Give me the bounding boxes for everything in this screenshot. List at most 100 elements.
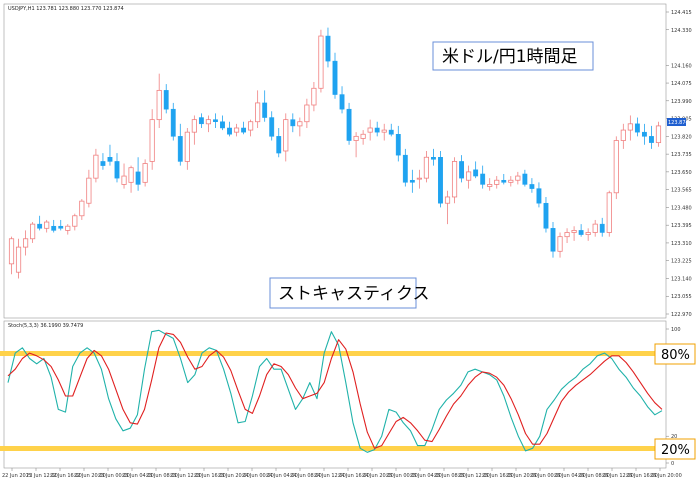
candle: [283, 113, 289, 162]
candle: [269, 111, 275, 141]
price-y-tick-label: 124.415: [671, 10, 692, 16]
candle: [262, 90, 268, 122]
candle-body-up: [508, 179, 514, 183]
candle: [135, 157, 141, 191]
candle: [318, 29, 324, 93]
candle-body-up: [311, 87, 317, 106]
candle: [37, 215, 43, 231]
stoch-y-tick-label: 20: [671, 434, 677, 440]
candle: [451, 157, 458, 204]
candle: [163, 84, 169, 114]
candle-body-down: [170, 108, 176, 137]
candle: [529, 178, 535, 193]
x-tick-label: 26 Jun 00:00: [530, 473, 562, 479]
x-tick-label: 26 Jun 20:00: [650, 473, 682, 479]
candle: [515, 171, 521, 185]
candle: [374, 121, 380, 137]
candle-body-up: [205, 119, 211, 125]
price-y-tick-label: 123.650: [671, 170, 692, 176]
candle: [444, 190, 451, 225]
candle: [248, 119, 254, 137]
level-20-band: [0, 446, 666, 451]
candle: [107, 144, 113, 166]
x-tick-label: 23 Jun 00:00: [98, 473, 130, 479]
candle-body-up: [15, 246, 22, 273]
candle-body-down: [262, 102, 268, 118]
stoch-annotation-box: [269, 277, 417, 309]
candle-body-down: [332, 60, 338, 95]
candle: [93, 148, 99, 183]
candle: [198, 113, 204, 128]
candle: [655, 121, 662, 147]
x-tick-label: 24 Jun 00:00: [242, 473, 274, 479]
candle: [353, 132, 359, 158]
candle-body-down: [220, 121, 225, 129]
x-tick-label: 23 Jun 20:00: [218, 473, 250, 479]
candle-body-down: [227, 127, 232, 135]
candle-body-up: [44, 221, 50, 229]
x-tick-label: 22 Jun 20:00: [74, 473, 106, 479]
level-20-label-box: [654, 438, 696, 460]
x-tick-label: 24 Jun 16:00: [338, 473, 370, 479]
candle: [79, 199, 85, 220]
candle: [571, 226, 577, 241]
stoch-y-tick-label: 100: [671, 327, 681, 333]
candle-body-down: [536, 188, 542, 204]
candle: [213, 113, 218, 128]
candle-body-up: [142, 163, 148, 183]
x-tick-label: 26 Jun 04:00: [554, 473, 586, 479]
candle-body-up: [360, 133, 366, 139]
candle-body-up: [416, 177, 422, 180]
candle: [402, 148, 408, 187]
candle-body-up: [23, 238, 29, 248]
candle-body-up: [255, 102, 261, 123]
candle: [395, 125, 401, 162]
x-tick-label: 25 Jun 04:00: [410, 473, 442, 479]
candle-body-up: [613, 140, 619, 194]
x-tick-label: 23 Jun 04:00: [122, 473, 154, 479]
candle-body-up: [466, 171, 472, 181]
candle-body-down: [100, 161, 106, 166]
candle: [325, 27, 331, 68]
candle-body-up: [86, 177, 92, 204]
candle: [276, 127, 282, 158]
candle-body-down: [473, 169, 479, 177]
candle: [241, 121, 247, 135]
stoch-y-tick-label: 0: [671, 461, 674, 467]
candle-body-up: [487, 184, 493, 187]
candle-body-down: [107, 157, 113, 162]
level-80-label: 80%: [661, 348, 690, 363]
candle-body-up: [304, 104, 310, 123]
candle: [606, 190, 612, 237]
candle-body-up: [297, 121, 303, 127]
candle-body-down: [241, 127, 247, 133]
candle-body-up: [318, 35, 324, 89]
candle-body-up: [353, 135, 359, 141]
candle-body-down: [269, 117, 275, 137]
candle-body-up: [149, 119, 155, 162]
level-80-label-box: [654, 343, 696, 365]
candle: [536, 182, 542, 208]
candle: [114, 153, 120, 183]
candle-body-up: [128, 167, 134, 183]
candle-body-down: [634, 123, 640, 133]
candle: [332, 52, 338, 99]
candle-body-up: [381, 129, 387, 133]
x-tick-label: 24 Jun 20:00: [362, 473, 394, 479]
candle-body-up: [93, 154, 99, 179]
x-tick-label: 22 Jun 12:00: [26, 473, 58, 479]
candle: [227, 121, 232, 137]
price-y-tick-label: 123.820: [671, 134, 692, 140]
candle: [473, 161, 479, 179]
candle: [205, 115, 211, 133]
price-panel-header: USDJPY,H1 123.781 123.880 123.770 123.87…: [8, 6, 124, 12]
price-y-axis: 124.415124.330124.160124.075123.990123.9…: [666, 10, 692, 318]
candle-body-up: [564, 232, 570, 238]
candle-body-up: [184, 131, 190, 162]
x-tick-label: 23 Jun 08:00: [146, 473, 178, 479]
candle-body-down: [459, 161, 465, 179]
candle: [191, 115, 197, 145]
last-price-marker: [667, 118, 686, 126]
candle-body-up: [571, 230, 577, 233]
